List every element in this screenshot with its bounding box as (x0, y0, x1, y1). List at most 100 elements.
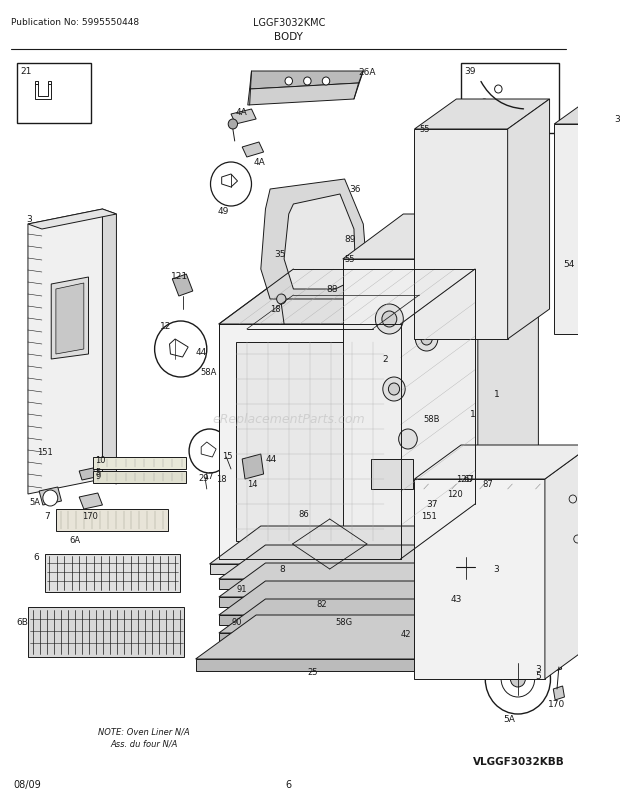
Polygon shape (231, 110, 256, 125)
Polygon shape (540, 654, 562, 674)
Polygon shape (172, 274, 193, 297)
Polygon shape (39, 488, 61, 505)
Text: 55: 55 (419, 125, 430, 134)
Polygon shape (545, 445, 591, 679)
Text: 120: 120 (447, 489, 463, 498)
Text: 89: 89 (345, 235, 356, 244)
Text: 25: 25 (308, 667, 318, 676)
Polygon shape (424, 615, 484, 671)
Text: 35: 35 (275, 249, 286, 259)
Text: 87: 87 (482, 480, 494, 488)
Text: 18: 18 (270, 305, 281, 314)
Circle shape (154, 322, 207, 378)
Text: 54: 54 (564, 260, 575, 269)
Circle shape (277, 294, 286, 305)
Polygon shape (401, 269, 475, 559)
Text: Publication No: 5995550448: Publication No: 5995550448 (11, 18, 140, 27)
Circle shape (375, 305, 404, 334)
Polygon shape (478, 215, 538, 539)
Polygon shape (248, 84, 358, 106)
Text: 4A: 4A (236, 107, 247, 117)
Text: 33: 33 (615, 115, 620, 124)
Polygon shape (401, 563, 447, 607)
Polygon shape (261, 180, 368, 300)
Text: 18: 18 (216, 475, 227, 484)
Polygon shape (219, 269, 475, 325)
Text: 43: 43 (451, 594, 462, 603)
Polygon shape (236, 342, 384, 541)
Text: 3: 3 (494, 565, 500, 573)
Text: 88: 88 (326, 285, 337, 294)
Text: 58G: 58G (335, 618, 352, 626)
Text: 42: 42 (401, 630, 411, 638)
Text: 08/09: 08/09 (13, 779, 41, 789)
Text: 5A: 5A (30, 497, 41, 506)
Circle shape (285, 78, 293, 86)
Polygon shape (343, 215, 538, 260)
Text: 49: 49 (218, 207, 229, 216)
Text: 170: 170 (547, 699, 565, 708)
Text: 29: 29 (198, 473, 209, 482)
Text: 7: 7 (45, 512, 50, 520)
Circle shape (322, 78, 330, 86)
Polygon shape (415, 445, 591, 480)
Polygon shape (28, 607, 184, 657)
Polygon shape (219, 563, 447, 597)
Text: 86: 86 (298, 509, 309, 518)
Text: 2: 2 (382, 354, 388, 363)
Polygon shape (508, 100, 549, 339)
Text: BODY: BODY (274, 32, 303, 42)
Polygon shape (56, 509, 167, 532)
Text: 26A: 26A (358, 68, 376, 77)
Circle shape (383, 378, 405, 402)
Polygon shape (553, 687, 564, 700)
Polygon shape (93, 472, 186, 484)
Text: Ass. du four N/A: Ass. du four N/A (111, 739, 178, 748)
Polygon shape (415, 130, 508, 339)
Polygon shape (415, 100, 549, 130)
Polygon shape (554, 95, 620, 125)
Bar (461, 64, 559, 134)
Text: 21: 21 (20, 67, 32, 76)
Circle shape (510, 671, 525, 687)
Polygon shape (219, 581, 447, 615)
Circle shape (211, 163, 252, 207)
Text: 1: 1 (471, 410, 476, 419)
Text: VLGGF3032KBB: VLGGF3032KBB (472, 756, 564, 766)
Text: 3: 3 (26, 215, 32, 224)
Text: 151: 151 (37, 448, 53, 456)
Polygon shape (250, 72, 363, 90)
Text: 12: 12 (160, 322, 172, 330)
Polygon shape (79, 468, 96, 480)
Polygon shape (219, 579, 401, 589)
Text: 58A: 58A (200, 367, 216, 376)
Polygon shape (51, 277, 89, 359)
Circle shape (440, 539, 492, 595)
Circle shape (415, 327, 438, 351)
Polygon shape (242, 455, 264, 480)
Text: 15: 15 (222, 452, 232, 460)
Text: 67: 67 (464, 475, 475, 484)
Circle shape (43, 490, 58, 506)
Polygon shape (343, 260, 478, 539)
Text: 55: 55 (345, 255, 355, 264)
Text: 5: 5 (95, 468, 100, 476)
Text: 44: 44 (195, 347, 207, 357)
Text: 6B: 6B (17, 618, 29, 626)
Text: 39: 39 (464, 67, 476, 76)
Text: 1: 1 (494, 390, 500, 399)
Polygon shape (219, 325, 401, 559)
Polygon shape (28, 210, 102, 494)
Polygon shape (79, 493, 102, 509)
Polygon shape (56, 284, 84, 354)
Polygon shape (210, 565, 410, 574)
Text: 8: 8 (280, 565, 285, 573)
Polygon shape (401, 599, 447, 643)
Text: 58B: 58B (424, 415, 440, 423)
Circle shape (388, 383, 400, 395)
Polygon shape (28, 210, 117, 229)
Polygon shape (195, 659, 424, 671)
Polygon shape (219, 597, 401, 607)
Polygon shape (45, 554, 180, 592)
Text: 44: 44 (265, 455, 277, 464)
